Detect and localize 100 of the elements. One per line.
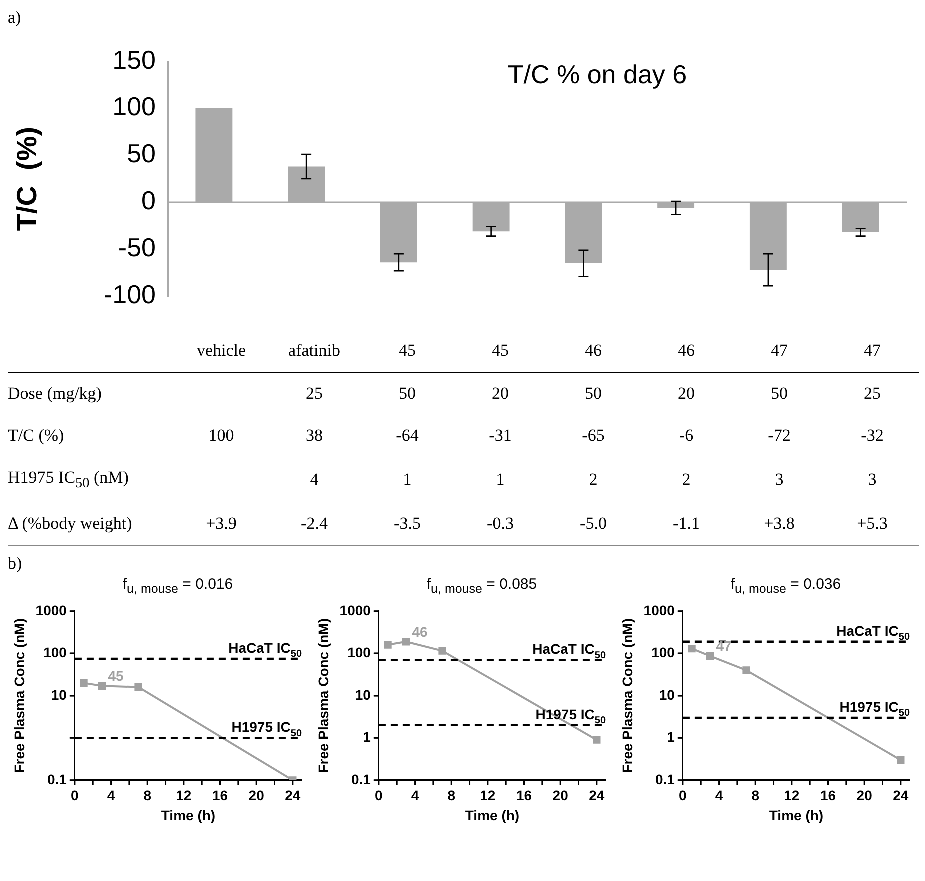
- y-tick-label: 1000: [340, 602, 372, 619]
- y-tick-label: 0: [142, 186, 156, 216]
- text: 38: [306, 426, 323, 445]
- x-axis-title: Time (h): [161, 808, 216, 824]
- chart-title: f$_{u, mouse}$ = 0.085: [426, 576, 538, 598]
- y-axis-title: Free Plasma Conc (nM): [315, 618, 332, 774]
- text: -64: [396, 426, 419, 445]
- y-tick-label: 10: [355, 687, 372, 704]
- text: -32: [861, 426, 884, 445]
- text: 3: [775, 470, 784, 490]
- y-tick-label: -50: [118, 232, 156, 263]
- y-axis-title: Free Plasma Conc (nM): [619, 618, 636, 774]
- point: [688, 645, 696, 654]
- point: [742, 667, 750, 675]
- series-label: 46: [412, 624, 428, 640]
- x-tick-label: 8: [752, 788, 760, 804]
- y-tick-label: 100: [112, 92, 156, 122]
- text: 2: [682, 470, 691, 490]
- x-tick-label: 8: [448, 788, 456, 804]
- x-tick-label: 16: [516, 788, 532, 804]
- x-tick-label: 12: [176, 788, 192, 804]
- text: 3: [868, 470, 877, 490]
- y-tick-label: 0.1: [351, 772, 372, 788]
- x-tick-label: 20: [856, 788, 873, 804]
- x-tick-label: 16: [212, 788, 228, 804]
- chart-title: T/C % on day 6: [508, 60, 688, 90]
- text: 25: [864, 384, 881, 403]
- point: [897, 756, 905, 764]
- text: -72: [768, 426, 791, 445]
- chart-title: f$_{u, mouse}$ = 0.036: [730, 576, 842, 598]
- y-tick-label: 0.1: [47, 772, 68, 788]
- category-label: 47: [770, 340, 789, 362]
- category-label: 47: [863, 340, 882, 362]
- point: [706, 652, 714, 660]
- x-tick-label: 12: [480, 788, 496, 804]
- y-tick-label: 1000: [36, 602, 68, 619]
- text: 1: [403, 470, 412, 490]
- text: 1: [496, 470, 505, 490]
- text: 25: [306, 384, 323, 403]
- y-axis-title: Free Plasma Conc (nM): [11, 618, 28, 774]
- y-tick-label: 1000: [644, 602, 676, 619]
- x-tick-label: 4: [715, 788, 724, 804]
- y-tick-label: 0.1: [655, 772, 676, 788]
- point: [593, 736, 601, 744]
- y-tick-label: 10: [659, 687, 676, 704]
- text: 100: [208, 426, 234, 445]
- series-label: 45: [108, 668, 124, 685]
- text: b): [8, 554, 22, 574]
- category-label: 46: [677, 340, 696, 362]
- x-axis-title: Time (h): [465, 808, 520, 824]
- y-tick-label: 1: [667, 729, 676, 746]
- category-label: afatinib: [288, 340, 342, 362]
- x-tick-label: 8: [144, 788, 152, 804]
- category-label: Δ (%body weight): [8, 514, 132, 534]
- point: [98, 682, 106, 690]
- text: a): [8, 8, 22, 27]
- text: -5.0: [580, 514, 607, 534]
- text: 4: [310, 470, 319, 490]
- text: +5.3: [857, 514, 888, 534]
- chart-title: f$_{u, mouse}$ = 0.016: [122, 576, 234, 598]
- x-tick-label: 24: [285, 788, 301, 804]
- y-tick-label: 150: [112, 44, 156, 75]
- category-label: 45: [491, 340, 510, 362]
- y-tick-label: 100: [44, 644, 68, 661]
- x-tick-label: 20: [248, 788, 265, 804]
- y-tick-label: 10: [51, 687, 68, 704]
- x-tick-label: 4: [107, 788, 116, 804]
- text: -6: [679, 426, 694, 445]
- series-label: 47: [716, 638, 732, 655]
- text: 50: [771, 384, 788, 403]
- category-label: 46: [584, 340, 603, 362]
- text: 50: [399, 384, 416, 403]
- x-tick-label: 24: [589, 788, 605, 804]
- y-tick-label: 100: [652, 644, 676, 661]
- y-axis-title: T/C (%): [12, 126, 43, 232]
- text: 20: [492, 384, 509, 403]
- text: -3.5: [394, 514, 421, 534]
- text: -0.3: [487, 514, 514, 534]
- y-tick-label: 1: [363, 729, 372, 746]
- x-tick-label: 0: [375, 788, 384, 804]
- text: +3.8: [764, 514, 795, 534]
- text: +3.9: [206, 514, 237, 534]
- x-tick-label: 0: [679, 788, 688, 804]
- text: -31: [489, 426, 512, 445]
- x-tick-label: 12: [784, 788, 800, 804]
- x-tick-label: 24: [893, 788, 909, 804]
- text: -1.1: [673, 514, 700, 534]
- text: -2.4: [301, 514, 328, 534]
- text: -65: [582, 426, 605, 445]
- point: [384, 642, 392, 650]
- category-label: vehicle: [196, 340, 248, 362]
- text: 50: [585, 384, 602, 403]
- category-label: H1975 IC$_{50}$ (nM): [8, 468, 129, 492]
- x-tick-label: 16: [820, 788, 836, 804]
- y-tick-label: -100: [104, 280, 156, 310]
- point: [134, 684, 142, 692]
- text: 20: [678, 384, 695, 403]
- x-axis-title: Time (h): [769, 808, 824, 824]
- x-tick-label: 20: [552, 788, 569, 804]
- category-label: 45: [398, 340, 417, 362]
